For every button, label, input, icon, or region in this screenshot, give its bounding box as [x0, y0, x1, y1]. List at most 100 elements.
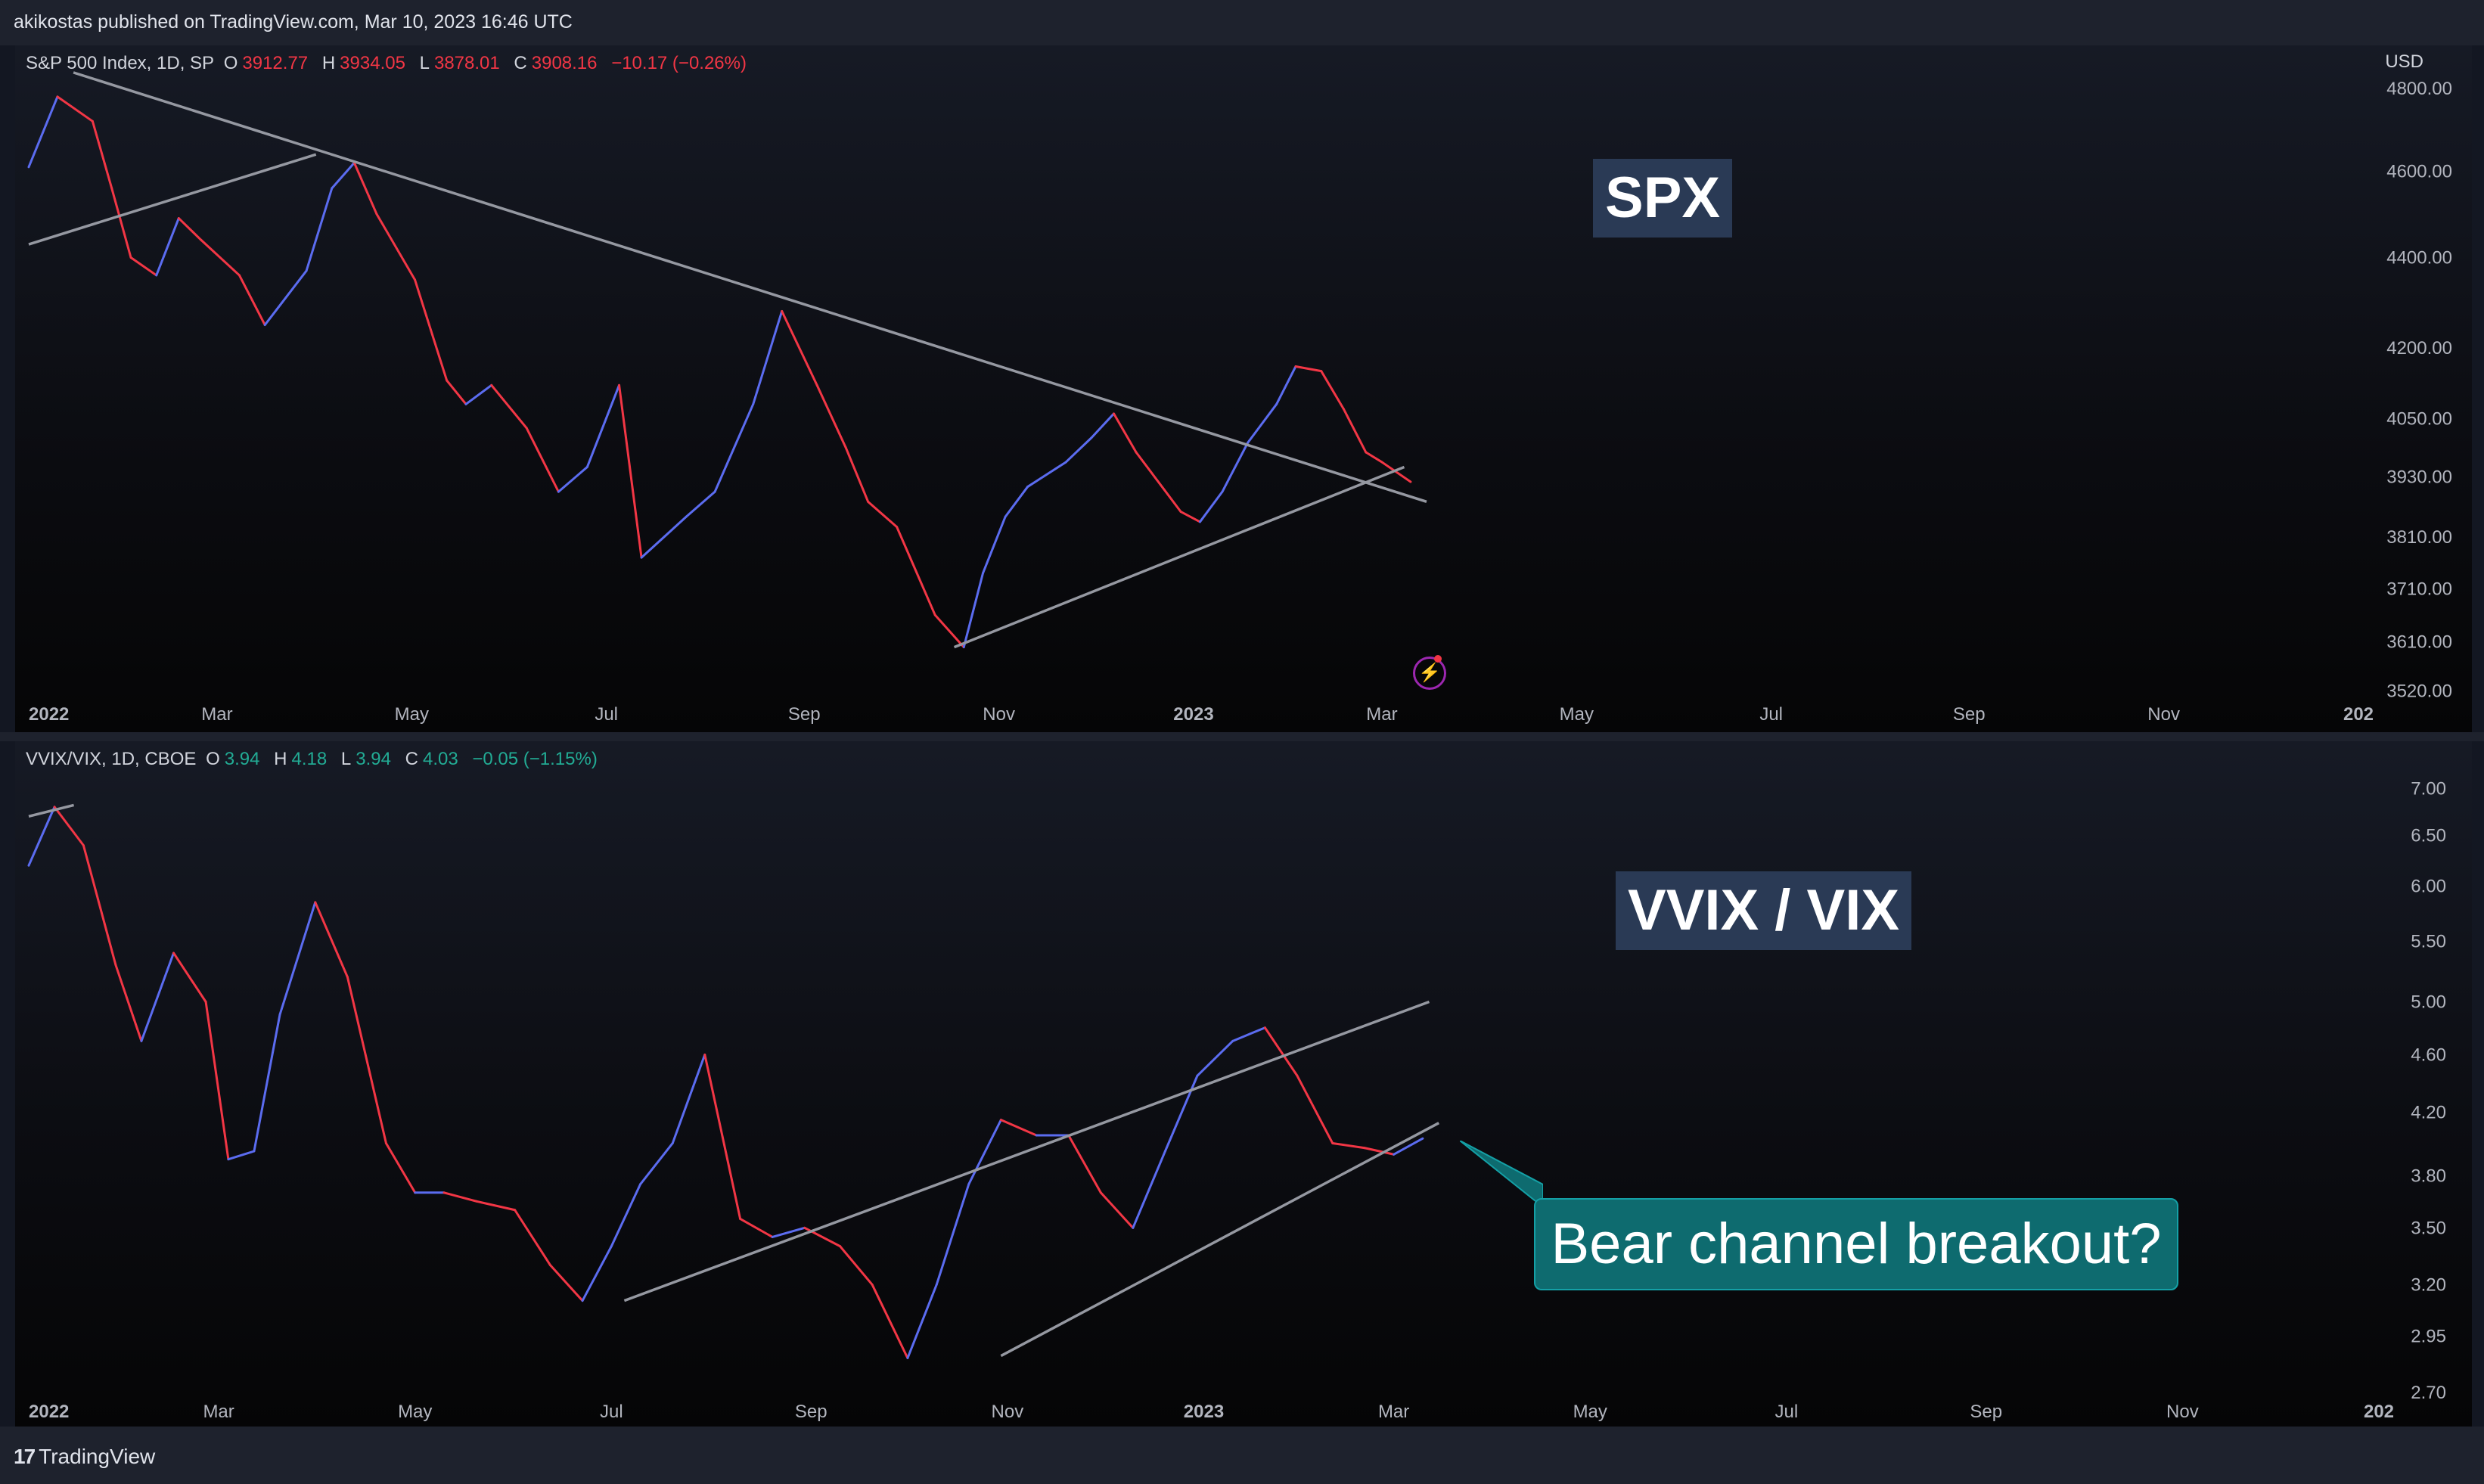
price-segment [1331, 1141, 1366, 1150]
x-tick-label: 2022 [29, 704, 69, 725]
price-segment [703, 1053, 742, 1220]
spx-open: 3912.77 [242, 53, 309, 73]
vvix-h-label: H [274, 749, 287, 769]
y-tick-label: 3930.00 [2386, 467, 2452, 487]
x-tick-label: Jul [595, 704, 618, 725]
spx-c-label: C [514, 53, 527, 73]
x-tick-label: Mar [1366, 704, 1397, 725]
price-segment [585, 383, 621, 468]
price-segment [140, 952, 175, 1042]
price-segment [557, 465, 588, 493]
price-segment [56, 95, 94, 123]
price-segment [618, 383, 643, 559]
x-tick-label: 202 [2343, 704, 2374, 725]
spx-low: 3878.01 [433, 53, 500, 73]
price-segment [999, 1119, 1038, 1137]
spx-close: 3908.16 [531, 53, 598, 73]
price-segment [238, 274, 266, 327]
x-tick-label: May [395, 704, 429, 725]
x-tick-label: Jul [600, 1402, 623, 1422]
x-tick-label: 2023 [1173, 704, 1213, 725]
price-segment [548, 1264, 584, 1302]
price-segment [771, 1226, 806, 1238]
publish-header: akikostas published on TradingView.com, … [0, 0, 2484, 45]
price-segment [1179, 511, 1201, 523]
price-segment [114, 964, 143, 1042]
spx-high: 3934.05 [340, 53, 405, 73]
x-tick-label: May [1573, 1402, 1607, 1422]
price-segment [1026, 461, 1067, 489]
price-segment [610, 1183, 642, 1248]
price-segment [1221, 441, 1250, 493]
spx-legend: S&P 500 Index, 1D, SP O 3912.77 H 3934.05 … [26, 53, 751, 74]
y-tick-label: 3810.00 [2386, 527, 2452, 548]
spx-title: SPX [1593, 159, 1733, 238]
x-tick-label: Nov [983, 704, 1015, 725]
annotation-callout[interactable]: Bear channel breakout? [1534, 1198, 2178, 1290]
price-segment [414, 278, 449, 382]
lightning-icon[interactable]: ⚡ [1413, 657, 1446, 690]
price-segment [314, 901, 349, 979]
x-tick-label: Jul [1775, 1402, 1799, 1422]
price-segment [227, 1150, 256, 1161]
vvix-symbol: VVIX/VIX, 1D, CBOE [26, 749, 197, 769]
spx-chart[interactable]: 4800.00 4600.00 4400.00 4200.00 4050.00 3930.… [15, 45, 2472, 732]
vvix-high: 4.18 [291, 749, 328, 769]
price-segment [685, 490, 716, 518]
vvix-low: 3.94 [356, 749, 391, 769]
trendline [28, 803, 75, 818]
trendline [73, 71, 1427, 504]
price-segment [1198, 490, 1224, 523]
x-tick-label: Mar [201, 704, 232, 725]
price-segment [490, 383, 528, 430]
price-segment [1342, 408, 1368, 454]
vvix-c-label: C [405, 749, 418, 769]
price-segment [1067, 1134, 1102, 1194]
tradingview-logo[interactable]: 17 TradingView [14, 1445, 155, 1469]
price-segment [871, 1283, 909, 1359]
price-segment [962, 572, 985, 649]
vvix-legend: VVIX/VIX, 1D, CBOE O 3.94 H 4.18 L 3.94 C 4.… [26, 749, 602, 770]
price-segment [982, 515, 1007, 575]
price-segment [1196, 1039, 1234, 1077]
vvix-vix-chart[interactable]: 7.00 6.50 6.00 5.50 5.00 4.60 4.20 3.80 3.50 3.20… [15, 741, 2472, 1427]
vvix-vix-pane[interactable]: 7.00 6.50 6.00 5.50 5.00 4.60 4.20 3.80 3.50 3.20… [15, 741, 2472, 1427]
price-segment [1135, 451, 1182, 514]
price-segment [253, 1013, 281, 1153]
y-tick-label: 3710.00 [2386, 579, 2452, 599]
price-segment [935, 1183, 970, 1286]
y-tick-label: 7.00 [2411, 779, 2446, 799]
price-segment [53, 806, 85, 847]
x-tick-label: 2022 [29, 1402, 69, 1422]
y-tick-label: 2.70 [2411, 1383, 2446, 1403]
x-tick-label: Sep [788, 704, 821, 725]
price-segment [1247, 402, 1278, 444]
price-segment [278, 901, 317, 1016]
y-tick-label: 5.00 [2411, 992, 2446, 1012]
trendline [953, 465, 1405, 649]
x-tick-label: Nov [2147, 704, 2180, 725]
price-segment [27, 806, 56, 867]
y-tick-label: 3.20 [2411, 1274, 2446, 1295]
price-segment [1090, 412, 1116, 439]
price-segment [305, 187, 334, 272]
price-segment [752, 309, 784, 405]
y-tick-label: 4400.00 [2386, 248, 2452, 269]
currency-label: USD [2385, 51, 2423, 72]
price-segment [1132, 1150, 1166, 1229]
y-tick-label: 4800.00 [2386, 79, 2452, 99]
price-segment [867, 500, 899, 529]
price-segment [839, 1245, 874, 1286]
notification-dot [1434, 655, 1442, 663]
price-segment [352, 161, 378, 216]
price-segment [155, 217, 180, 277]
pane-separator[interactable] [0, 732, 2484, 741]
vvix-vix-title: VVIX / VIX [1616, 871, 1912, 950]
y-tick-label: 4050.00 [2386, 408, 2452, 429]
vvix-open: 3.94 [224, 749, 260, 769]
price-segment [1113, 412, 1138, 454]
trendline [28, 153, 317, 246]
spx-pane[interactable]: 4800.00 4600.00 4400.00 4200.00 4050.00 3930.… [15, 45, 2472, 732]
price-segment [1263, 1026, 1299, 1077]
x-tick-label: May [1560, 704, 1594, 725]
